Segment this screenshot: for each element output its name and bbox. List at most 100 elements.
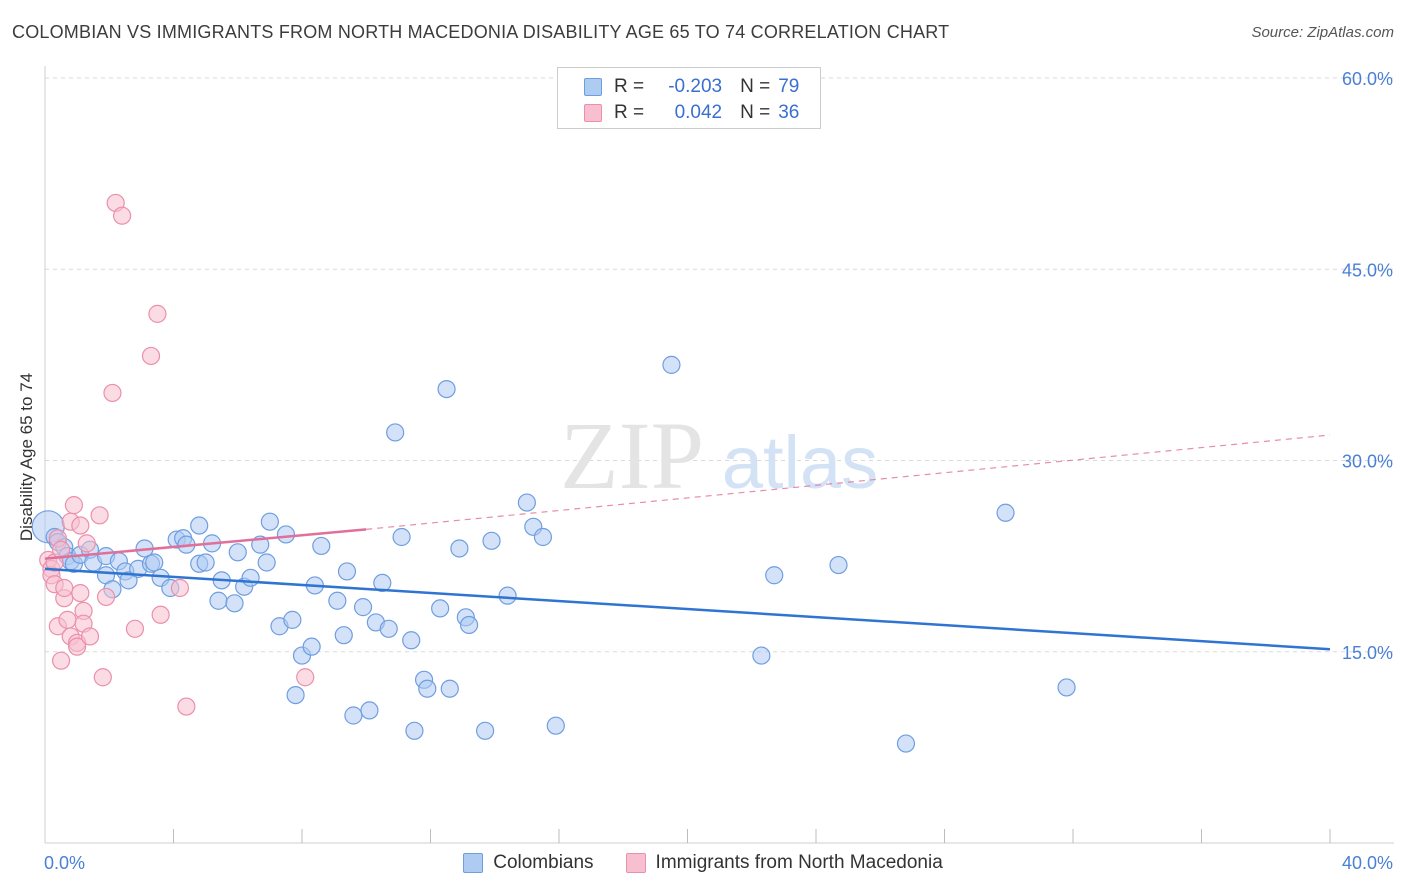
- trend-lines: [44, 434, 1331, 651]
- macedonia-point: [90, 506, 109, 525]
- macedonia-point: [96, 587, 116, 607]
- colombians-point: [431, 599, 450, 618]
- macedonia-point: [93, 668, 112, 687]
- colombians-point: [228, 543, 247, 562]
- legend-row-macedonia: R = 0.042 N = 36: [584, 101, 799, 125]
- source-label: Source: ZipAtlas.com: [1251, 24, 1394, 41]
- macedonia-point: [112, 206, 132, 225]
- colombians-point: [440, 679, 459, 698]
- macedonia-point: [170, 578, 190, 598]
- colombians-point: [546, 716, 565, 735]
- legend-item-colombians[interactable]: Colombians: [463, 852, 594, 874]
- tick-labels: 15.0% 30.0% 45.0% 60.0% 0.0% 40.0%: [44, 69, 1393, 873]
- legend-item-macedonia[interactable]: Immigrants from North Macedonia: [625, 852, 943, 874]
- colombians-point: [517, 493, 536, 512]
- watermark: ZIP atlas: [560, 402, 878, 509]
- colombians-point: [302, 637, 321, 656]
- colombians-point: [386, 423, 405, 442]
- macedonia-trend-extension: [366, 434, 1331, 530]
- colombians-point: [145, 553, 164, 572]
- macedonia-point: [177, 697, 196, 716]
- legend-r-value: 0.042: [674, 102, 723, 123]
- legend-r-label: R =: [614, 102, 645, 123]
- x-tick-label: 0.0%: [44, 853, 85, 873]
- axes: [44, 66, 1394, 844]
- colombians-point: [450, 539, 469, 558]
- colombians-points: [31, 355, 1076, 753]
- macedonia-point: [77, 534, 96, 553]
- colombians-point: [196, 553, 215, 572]
- legend-r-value: -0.203: [668, 76, 723, 97]
- series-legend: Colombians Immigrants from North Macedon…: [0, 852, 1406, 874]
- macedonia-point: [71, 516, 90, 535]
- colombians-point: [337, 562, 357, 581]
- colombians-point: [276, 525, 296, 544]
- legend-label-macedonia: Immigrants from North Macedonia: [655, 852, 943, 873]
- colombians-point: [829, 555, 848, 575]
- legend-label-colombians: Colombians: [493, 852, 594, 873]
- legend-n-label: N =: [740, 102, 771, 123]
- macedonia-point: [58, 610, 77, 629]
- macedonia-point: [55, 578, 74, 598]
- macedonia-points: [39, 193, 315, 716]
- y-tick-label: 30.0%: [1342, 452, 1393, 472]
- y-tick-label: 15.0%: [1342, 643, 1393, 663]
- colombians-point: [418, 679, 437, 698]
- colombians-point: [373, 573, 392, 593]
- watermark-zip: ZIP: [560, 402, 704, 509]
- colombians-point: [328, 591, 347, 610]
- chart-title: COLOMBIAN VS IMMIGRANTS FROM NORTH MACED…: [12, 22, 950, 42]
- macedonia-point: [80, 627, 100, 646]
- colombians-point: [459, 615, 479, 635]
- watermark-atlas: atlas: [722, 421, 878, 504]
- colombians-point: [476, 721, 495, 740]
- legend-r-label: R =: [614, 76, 645, 97]
- y-tick-label: 60.0%: [1342, 69, 1393, 89]
- macedonia-point: [125, 619, 145, 638]
- colombians-point: [190, 516, 209, 535]
- colombians-point: [405, 721, 424, 740]
- legend-swatch-pink: [584, 104, 602, 122]
- x-tick-label: 40.0%: [1342, 853, 1393, 873]
- colombians-point: [344, 706, 363, 725]
- colombians-point: [360, 701, 379, 720]
- legend-n-value: 79: [778, 76, 800, 97]
- colombians-point: [533, 527, 553, 547]
- legend-n-value: 36: [778, 102, 800, 123]
- macedonia-point: [71, 583, 90, 603]
- legend-swatch-blue: [463, 853, 484, 873]
- macedonia-point: [141, 346, 161, 366]
- y-axis-label: Disability Age 65 to 74: [17, 373, 36, 541]
- colombians-point: [1057, 678, 1076, 697]
- colombians-trend-line: [44, 567, 1331, 651]
- colombians-point: [379, 619, 398, 638]
- colombians-point: [225, 594, 244, 613]
- colombians-point: [896, 734, 916, 753]
- colombians-point: [765, 566, 784, 585]
- colombians-point: [334, 626, 353, 645]
- macedonia-point: [148, 304, 167, 323]
- grid-lines: [45, 77, 1394, 653]
- legend-n-label: N =: [740, 76, 771, 97]
- legend-row-colombians: R = -0.203 N = 79: [584, 75, 799, 99]
- legend-swatch-pink: [625, 853, 646, 873]
- colombians-point: [283, 610, 302, 629]
- macedonia-point: [296, 668, 315, 687]
- colombians-point: [257, 553, 276, 572]
- macedonia-point: [51, 651, 71, 670]
- macedonia-trend-line: [44, 528, 367, 560]
- colombians-point: [353, 598, 373, 617]
- colombians-point: [482, 531, 501, 550]
- colombians-point: [392, 527, 411, 547]
- colombians-point: [286, 685, 305, 705]
- colombians-point: [662, 355, 681, 374]
- colombians-point: [209, 591, 228, 610]
- macedonia-point: [103, 383, 122, 403]
- macedonia-point: [151, 605, 170, 624]
- legend-swatch-blue: [584, 78, 602, 96]
- colombians-point: [241, 568, 260, 587]
- macedonia-point: [68, 637, 87, 656]
- stats-legend: R = -0.203 N = 79 R = 0.042 N = 36: [557, 67, 821, 129]
- colombians-point: [437, 380, 456, 399]
